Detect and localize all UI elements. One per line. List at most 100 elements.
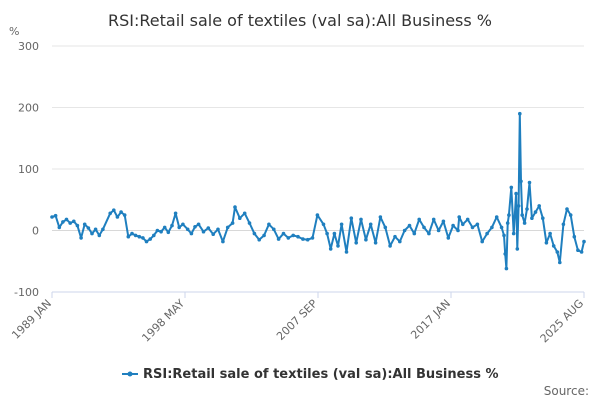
- x-tick-label: 1989 JAN: [9, 297, 54, 342]
- chart-title: RSI:Retail sale of textiles (val sa):All…: [108, 11, 492, 30]
- data-point: [565, 207, 569, 211]
- legend[interactable]: RSI:Retail sale of textiles (val sa):All…: [122, 367, 498, 382]
- data-point: [211, 232, 215, 236]
- legend-label: RSI:Retail sale of textiles (val sa):All…: [143, 367, 498, 382]
- legend-swatch-marker: [127, 371, 133, 377]
- y-axis-unit-label: %: [9, 25, 19, 38]
- data-point: [276, 237, 281, 241]
- y-tick-label: 200: [18, 102, 39, 115]
- data-point: [242, 211, 247, 216]
- data-point: [555, 250, 560, 254]
- data-point: [511, 231, 516, 236]
- data-point: [494, 215, 499, 219]
- y-axis-ticks: 300 200 100 0 -100: [14, 40, 39, 299]
- data-point: [499, 225, 504, 230]
- data-point: [247, 221, 252, 225]
- data-point: [325, 231, 329, 236]
- data-point: [561, 222, 566, 227]
- data-point: [522, 221, 527, 225]
- data-point: [451, 223, 455, 228]
- x-tick-label: 1998 MAY: [139, 297, 187, 345]
- data-point: [398, 239, 402, 244]
- data-point: [515, 247, 520, 251]
- data-point: [315, 213, 320, 217]
- data-point: [57, 225, 62, 230]
- data-point: [417, 217, 422, 222]
- data-point: [475, 222, 480, 227]
- data-point: [206, 226, 211, 230]
- data-point: [541, 216, 545, 220]
- data-point: [196, 222, 201, 227]
- x-tick-label: 2025 AUG: [538, 297, 587, 346]
- data-point: [79, 236, 83, 240]
- data-point: [86, 226, 91, 230]
- data-point: [457, 215, 462, 219]
- data-point: [238, 216, 242, 220]
- data-point: [90, 231, 94, 236]
- data-point: [490, 225, 494, 230]
- data-point: [359, 217, 363, 222]
- y-tick-label: 300: [18, 40, 39, 53]
- data-point: [173, 211, 178, 216]
- data-point: [112, 208, 116, 212]
- data-point: [568, 213, 573, 217]
- data-point: [50, 215, 54, 219]
- data-point: [576, 248, 580, 252]
- data-point: [579, 250, 584, 254]
- data-point: [170, 223, 174, 228]
- data-point: [544, 241, 549, 245]
- data-point: [286, 236, 291, 240]
- data-point: [519, 179, 523, 184]
- data-point: [505, 221, 510, 225]
- series-layer: [50, 111, 586, 271]
- data-point: [64, 217, 69, 222]
- data-point: [339, 222, 344, 227]
- data-point: [189, 231, 194, 236]
- data-point: [383, 225, 388, 230]
- data-point: [97, 233, 102, 238]
- data-point: [332, 231, 337, 236]
- data-point: [364, 237, 368, 242]
- data-point: [537, 204, 541, 208]
- data-point: [502, 233, 506, 238]
- data-point: [520, 213, 524, 217]
- data-point: [548, 231, 552, 236]
- data-point: [137, 234, 142, 239]
- data-point: [344, 250, 349, 254]
- data-point: [465, 217, 470, 222]
- data-point: [393, 234, 397, 239]
- data-point: [159, 229, 163, 234]
- data-point: [177, 225, 181, 230]
- data-point: [225, 225, 230, 230]
- data-point: [305, 237, 310, 242]
- x-axis: 1989 JAN 1998 MAY 2007 SEP 2017 JAN 2025 AUG: [9, 291, 587, 346]
- data-point: [485, 231, 489, 236]
- data-point: [130, 231, 134, 236]
- data-point: [470, 225, 475, 230]
- data-point: [101, 227, 105, 232]
- data-point: [281, 231, 286, 236]
- data-point: [368, 222, 373, 227]
- data-point: [336, 244, 340, 248]
- data-point: [72, 219, 76, 224]
- data-point: [267, 222, 271, 227]
- data-point: [53, 213, 58, 218]
- data-point: [551, 244, 556, 248]
- data-point: [518, 111, 522, 116]
- data-point: [155, 228, 160, 233]
- data-point: [558, 260, 562, 265]
- data-point: [141, 236, 145, 240]
- data-point: [516, 204, 521, 208]
- data-point: [82, 222, 87, 227]
- data-point: [133, 233, 138, 238]
- data-point: [193, 225, 197, 229]
- data-point: [422, 225, 426, 230]
- data-point: [181, 222, 185, 227]
- data-point: [504, 266, 509, 271]
- data-point: [119, 210, 123, 214]
- data-point: [572, 234, 577, 239]
- y-tick-label: 0: [32, 225, 39, 238]
- data-point: [221, 239, 225, 244]
- source-credit[interactable]: Source:: [544, 384, 589, 398]
